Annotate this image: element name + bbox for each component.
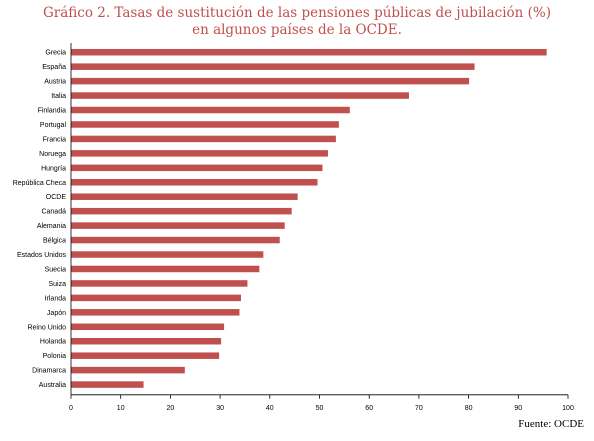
category-label-6: Francia <box>43 136 66 143</box>
category-label-10: OCDE <box>46 194 67 201</box>
category-label-20: Holanda <box>40 339 66 346</box>
bar-3 <box>71 92 409 99</box>
bar-8 <box>71 164 323 172</box>
x-tick-label-8: 80 <box>465 405 473 412</box>
bar-0 <box>71 48 547 56</box>
bar-5 <box>71 121 339 128</box>
category-label-9: República Checa <box>13 180 66 187</box>
category-label-5: Portugal <box>40 122 67 129</box>
category-label-4: Finlandia <box>38 108 67 115</box>
bar-14 <box>71 251 264 258</box>
category-label-12: Alemania <box>37 223 66 230</box>
bar-21 <box>71 352 220 359</box>
category-label-22: Dinamarca <box>32 368 66 375</box>
category-label-1: España <box>42 64 66 71</box>
category-label-18: Japón <box>47 310 66 317</box>
x-tick-label-1: 10 <box>117 405 125 412</box>
category-label-3: Italia <box>51 93 66 100</box>
bar-19 <box>71 323 225 331</box>
bar-6 <box>71 135 336 143</box>
x-tick-label-6: 60 <box>365 405 373 412</box>
category-label-7: Noruega <box>39 151 66 158</box>
bar-13 <box>71 236 280 244</box>
x-tick-label-2: 20 <box>167 405 175 412</box>
category-label-14: Estados Unidos <box>17 252 67 259</box>
category-label-19: Reino Unido <box>27 324 66 331</box>
category-label-11: Canadá <box>41 209 66 216</box>
bar-9 <box>71 179 318 186</box>
x-tick-label-0: 0 <box>69 405 73 412</box>
x-tick-label-5: 50 <box>316 405 324 412</box>
bar-12 <box>71 222 285 229</box>
chart-title-line-2: en algunos países de la OCDE. <box>192 22 402 38</box>
x-tick-label-3: 30 <box>216 405 224 412</box>
x-tick-label-4: 40 <box>266 405 274 412</box>
bar-20 <box>71 337 222 345</box>
chart-title-line-1: Gráfico 2. Tasas de sustitución de las p… <box>42 5 551 21</box>
bar-11 <box>71 207 292 215</box>
bar-2 <box>71 77 470 85</box>
category-label-17: Irlanda <box>45 295 67 302</box>
category-label-8: Hungría <box>41 165 66 172</box>
x-tick-label-9: 90 <box>514 405 522 412</box>
category-label-21: Polonia <box>43 353 66 360</box>
category-label-13: Bélgica <box>43 238 66 245</box>
category-label-23: Australia <box>39 382 66 389</box>
source-note: Fuente: OCDE <box>518 418 584 430</box>
bar-22 <box>71 366 185 374</box>
bar-1 <box>71 63 475 70</box>
chart-title: Gráfico 2. Tasas de sustitución de las p… <box>0 5 594 39</box>
category-label-2: Austria <box>44 79 66 86</box>
bar-4 <box>71 106 350 114</box>
x-tick-label-10: 100 <box>562 405 574 412</box>
category-label-16: Suiza <box>48 281 66 288</box>
bar-23 <box>71 381 144 388</box>
category-label-0: Grecia <box>45 50 66 57</box>
category-label-15: Suecia <box>45 266 67 273</box>
bar-18 <box>71 309 240 316</box>
bar-15 <box>71 265 260 273</box>
bar-17 <box>71 294 241 302</box>
bar-10 <box>71 193 298 200</box>
x-tick-label-7: 70 <box>415 405 423 412</box>
bar-16 <box>71 280 248 287</box>
bar-7 <box>71 150 328 157</box>
